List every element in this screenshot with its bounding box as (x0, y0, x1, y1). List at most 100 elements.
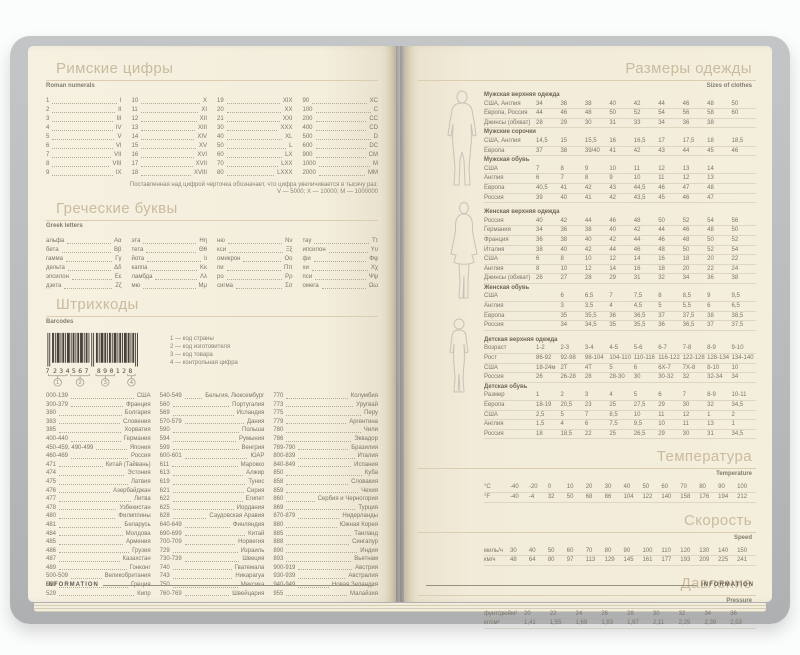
section-subtitle: Temperature (716, 471, 752, 478)
barcode-legend-item: 2 — код изготовителя (170, 344, 231, 350)
barcode-icon: 7 234567 890128 1 2 3 (46, 332, 138, 387)
table-row: 50 L (217, 143, 293, 149)
size-row: Россия 40 42 44 46 48 50 52 54 56 (484, 217, 756, 227)
country-row: 621 Сирия (159, 487, 265, 494)
diary-spread: Римские цифры Roman numerals 1 I 2 II 3 III 4 I… (28, 46, 772, 629)
barcode-first-digit: 7 (46, 367, 50, 375)
country-row: 599 Венгрия (159, 444, 265, 451)
size-row: Женская обувь (484, 284, 530, 291)
country-row: 611 Марокко (159, 461, 265, 468)
table-row: 3 III (46, 116, 122, 122)
divider (418, 468, 756, 470)
size-row: Англия 1,5 4 6 7,5 9,5 10 11 13 1 (484, 420, 756, 430)
table-row: ипсилон Υυ (302, 247, 378, 253)
size-row: США 18-24м 2Т 4Т 5 6 6Х-7 7Х-8 8-10 10 (484, 364, 756, 374)
table-row: 18 XVIII (131, 170, 207, 176)
barcode-group-markers (47, 373, 136, 387)
size-row: Россия 34 34,5 35 35,5 36 36,5 37 37,5 (484, 321, 756, 331)
table-row: 16 XVI (131, 152, 207, 158)
country-row: 480 Филиппины (46, 513, 151, 520)
country-row: 000-139 США (46, 393, 151, 399)
table-row: 1000 M (302, 161, 378, 167)
table-row: 10 X (131, 98, 207, 104)
country-row: 869 Турция (273, 504, 378, 511)
conversion-row: °F -40 -4 32 50 68 86 104 122 140 158 176 194 212 (484, 493, 756, 503)
table-row: пси Ψψ (302, 274, 378, 280)
country-row: 613 Алжир (159, 470, 265, 477)
country-row: 478 Узбекистан (46, 504, 151, 511)
country-row: 385 Хорватия (46, 427, 151, 434)
country-row: 476 Азербайджан (46, 487, 151, 494)
size-row: Европа 18-19 20,5 23 25 27,5 29 30 32 34,5 (484, 401, 756, 411)
country-row: 619 Тунис (159, 478, 265, 485)
table-row: ню Νν (217, 238, 293, 244)
country-row: 860 Сербия и Черногория (273, 496, 378, 503)
size-row: Размер 1 2 3 4 5 6 7 8-9 10-11 (484, 391, 756, 401)
section-subtitle: Pressure (726, 597, 752, 604)
table-row: тау Ττ (302, 238, 378, 244)
country-row: 625 Иордания (159, 504, 265, 511)
svg-text:3: 3 (104, 380, 107, 386)
size-row: Россия 26 26-28 28 28-30 30 30-32 32 32-34 34 (484, 373, 756, 383)
table-row: 80 LXXX (217, 170, 293, 176)
table-row: бета Ββ (46, 247, 122, 253)
section-title: Штрихкоды (56, 296, 139, 313)
table-row: 11 XI (131, 107, 207, 113)
size-row: Россия 18 18,5 22 25 26,5 29 30 31 34,5 (484, 430, 756, 440)
size-row: США 6 8 10 12 14 16 18 20 22 (484, 255, 756, 265)
table-row: альфа Αα (46, 238, 122, 244)
table-row: 8 VIII (46, 161, 122, 167)
table-row: 40 XL (217, 134, 293, 140)
country-row: 786 Эквадор (273, 435, 378, 442)
country-row: 489 Гонконг (46, 564, 151, 571)
country-row: 730-739 Швеция (159, 556, 265, 563)
roman-note: Поставленная над цифрой черточка обознач… (129, 182, 378, 195)
country-row: 380 Болгария (46, 410, 151, 417)
country-row: 600-601 ЮАР (159, 453, 265, 460)
size-row: США, Англия 34 36 38 40 42 44 46 48 50 (484, 100, 756, 110)
size-row: Мужские сорочки (484, 129, 536, 136)
table-row: 14 XIV (131, 134, 207, 140)
section-subtitle: Greek letters (46, 223, 83, 229)
size-row: Мужская обувь (484, 157, 530, 164)
table-row: 7 VII (46, 152, 122, 158)
table-row: сигма Σσ (217, 283, 293, 289)
country-row: 485 Армения (46, 539, 151, 546)
conversion-row: фунт/дюйм² 20 22 24 26 28 30 32 34 36 (484, 610, 756, 620)
size-row: Мужская верхняя одежда (484, 92, 560, 98)
table-row: каппа Κκ (131, 265, 207, 271)
table-row: 17 XVII (131, 161, 207, 167)
woman-silhouette-icon (450, 202, 478, 299)
clothing-sizes-table: Мужская верхняя одежда США, Англия 34 36 3… (418, 91, 756, 440)
country-row: 500-509 Великобритания (46, 573, 151, 580)
country-row: 760-769 Швейцария (159, 590, 265, 597)
country-row: 540-549 Бельгия, Люксембург (159, 393, 265, 399)
divider (418, 594, 756, 596)
spine (396, 46, 404, 602)
section-title: Размеры одежды (625, 60, 752, 77)
table-row: мю Μμ (131, 283, 207, 289)
table-row: 2 II (46, 107, 122, 113)
country-row: 880 Южная Корея (273, 521, 378, 528)
table-row: 900 CM (302, 152, 378, 158)
size-row: Европа 40,5 41 42 43 44,5 46 47 48 (484, 184, 756, 194)
speed-table: миль/ч 30 40 50 60 70 80 90 100 110 120 130 140 150 … (418, 547, 756, 566)
country-row: 486 Грузия (46, 547, 151, 554)
barcode-legend: 1 — код страны 2 — код изготовителя 3 — ко… (170, 331, 238, 367)
table-row: 20 XX (217, 107, 293, 113)
size-row: Европа 37 38 39/40 41 42 43 44 45 46 (484, 147, 756, 157)
divider (46, 316, 378, 317)
country-row: 885 Таиланд (273, 530, 378, 537)
pressure-section: Давление Pressure фунт/дюйм² 20 22 24 26 28 3… (418, 575, 756, 629)
section-title: Температура (656, 448, 752, 466)
divider (46, 220, 378, 221)
size-row: Англия 6 7 8 9 10 11 12 13 (484, 174, 756, 184)
country-row: 690-699 Китай (159, 530, 265, 537)
barcode-legend-item: 4 — контрольная цифра (170, 360, 238, 366)
conversion-row: °C -40 -20 0 10 20 30 40 50 60 70 80 90 100 (484, 483, 756, 493)
country-row: 622 Египет (159, 496, 265, 503)
conversion-row: кг/см² 1,41 1,55 1,69 1,83 1,97 2,11 2,25 2,39 2… (484, 619, 756, 629)
table-row: 12 XII (131, 116, 207, 122)
table-row: дзета Ζζ (46, 283, 122, 289)
